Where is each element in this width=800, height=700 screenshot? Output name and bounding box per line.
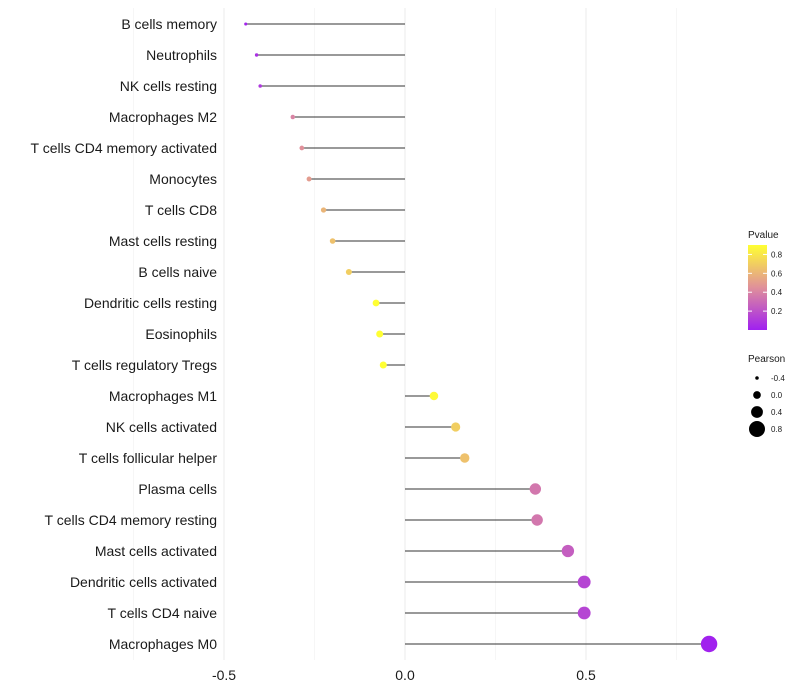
y-label-0: B cells memory xyxy=(121,16,217,32)
point-10 xyxy=(376,330,384,338)
point-12 xyxy=(429,391,439,401)
pearson-key-0 xyxy=(755,376,759,380)
x-tick-label: 0.5 xyxy=(576,667,596,683)
y-label-6: T cells CD8 xyxy=(145,202,217,218)
point-18 xyxy=(577,575,591,589)
x-tick-label: 0.0 xyxy=(395,667,415,683)
y-label-17: Mast cells activated xyxy=(95,543,217,559)
point-20 xyxy=(700,635,718,653)
y-label-5: Monocytes xyxy=(149,171,217,187)
y-label-11: T cells regulatory Tregs xyxy=(72,357,217,373)
point-3 xyxy=(290,114,296,120)
y-label-15: Plasma cells xyxy=(138,481,217,497)
y-label-8: B cells naive xyxy=(138,264,217,280)
point-11 xyxy=(379,361,387,369)
point-8 xyxy=(345,268,352,276)
y-label-10: Eosinophils xyxy=(145,326,217,342)
pearson-key-label: 0.0 xyxy=(771,391,783,400)
pvalue-tick-label: 0.8 xyxy=(771,250,783,259)
pearson-key-2 xyxy=(751,406,763,418)
point-7 xyxy=(329,238,336,244)
y-label-19: T cells CD4 naive xyxy=(108,605,218,621)
lollipop-points xyxy=(244,22,718,653)
point-16 xyxy=(531,514,543,526)
pearson-key-1 xyxy=(753,391,761,399)
point-6 xyxy=(320,207,327,213)
pearson-key-label: 0.4 xyxy=(771,408,783,417)
y-label-4: T cells CD4 memory activated xyxy=(31,140,217,156)
pvalue-tick-label: 0.6 xyxy=(771,269,783,278)
y-label-2: NK cells resting xyxy=(120,78,217,94)
y-label-3: Macrophages M2 xyxy=(109,109,217,125)
pearson-key-label: -0.4 xyxy=(771,374,785,383)
y-axis-labels: B cells memory Neutrophils NK cells restin… xyxy=(31,16,218,652)
point-9 xyxy=(372,299,380,307)
y-label-18: Dendritic cells activated xyxy=(70,574,217,590)
y-label-9: Dendritic cells resting xyxy=(84,295,217,311)
pearson-legend-title: Pearson xyxy=(748,354,785,365)
point-2 xyxy=(258,84,262,88)
point-15 xyxy=(529,483,542,495)
point-19 xyxy=(577,606,591,620)
y-label-7: Mast cells resting xyxy=(109,233,217,249)
pvalue-legend: Pvalue 0.2 0.4 0.6 0.8 xyxy=(748,230,783,330)
y-label-12: Macrophages M1 xyxy=(109,388,217,404)
pvalue-tick-label: 0.2 xyxy=(771,307,783,316)
y-label-20: Macrophages M0 xyxy=(109,636,217,652)
point-4 xyxy=(299,145,305,151)
pvalue-legend-title: Pvalue xyxy=(748,230,779,241)
y-label-1: Neutrophils xyxy=(146,47,217,63)
pearson-key-label: 0.8 xyxy=(771,425,783,434)
point-1 xyxy=(254,53,259,57)
y-label-13: NK cells activated xyxy=(106,419,217,435)
lollipop-stems xyxy=(245,23,710,645)
point-13 xyxy=(451,422,461,432)
y-label-16: T cells CD4 memory resting xyxy=(45,512,217,528)
y-label-14: T cells follicular helper xyxy=(79,450,218,466)
pvalue-colorbar xyxy=(748,245,767,330)
x-tick-label: -0.5 xyxy=(212,667,236,683)
pearson-legend: Pearson -0.4 0.0 0.4 0.8 xyxy=(748,354,785,437)
x-axis-ticks: -0.5 0.0 0.5 xyxy=(212,667,596,683)
pearson-key-3 xyxy=(749,421,765,437)
point-14 xyxy=(460,453,470,463)
pvalue-tick-label: 0.4 xyxy=(771,288,783,297)
point-17 xyxy=(561,544,575,558)
point-5 xyxy=(306,176,312,182)
point-0 xyxy=(244,22,248,26)
